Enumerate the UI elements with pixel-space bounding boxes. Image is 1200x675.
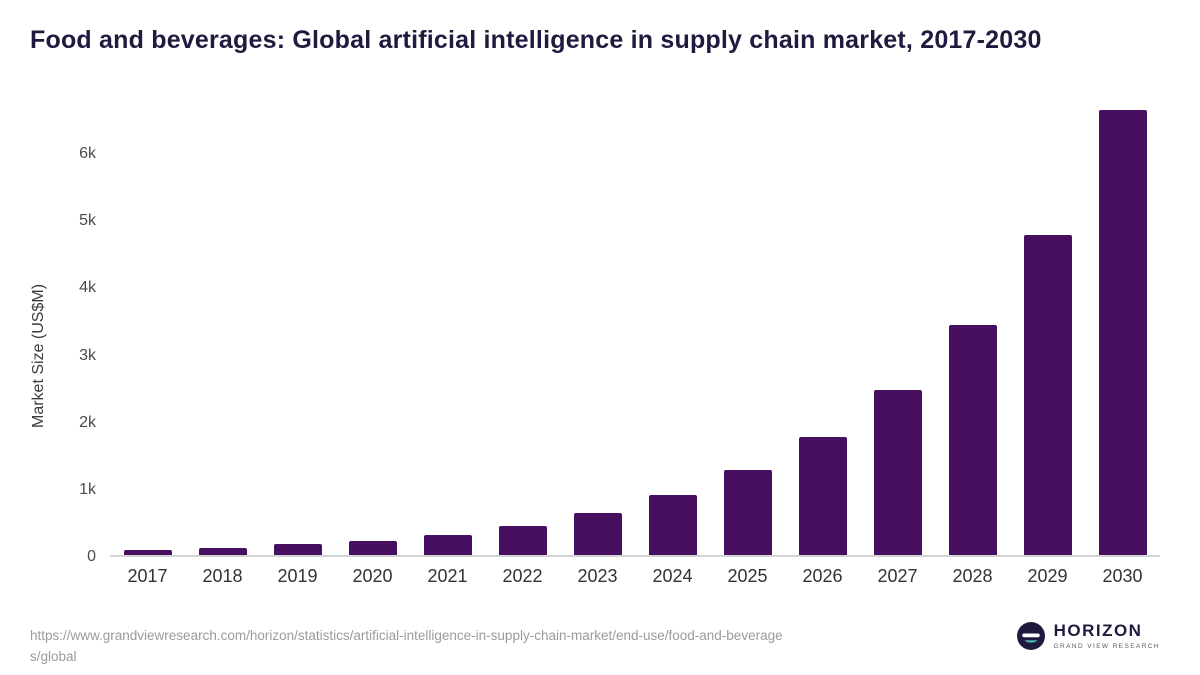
x-tick-2019: 2019 xyxy=(277,566,318,586)
bar-2019 xyxy=(273,543,322,555)
bar-2025 xyxy=(723,470,772,555)
y-tick-2k: 2k xyxy=(79,413,96,431)
bar-slot xyxy=(710,97,785,555)
y-tick-0: 0 xyxy=(87,548,96,565)
y-tick-4k: 4k xyxy=(79,279,96,297)
y-tick-1k: 1k xyxy=(79,480,96,498)
bar-slot xyxy=(635,97,710,555)
x-axis-labels: 2017 2018 2019 2020 2021 2022 2023 2024 2025 2026… xyxy=(110,566,1160,587)
bar-slot xyxy=(785,97,860,555)
x-tick-2030: 2030 xyxy=(1102,566,1143,586)
logo-wordmark: HORIZON xyxy=(1053,621,1143,641)
x-tick-2027: 2027 xyxy=(877,566,918,586)
bar-slot xyxy=(1085,97,1160,555)
x-tick-2026: 2026 xyxy=(802,566,843,586)
bar-slot xyxy=(935,97,1010,555)
bar-slot xyxy=(410,97,485,555)
bar-slot xyxy=(335,97,410,555)
logo-text: HORIZON GRAND VIEW RESEARCH xyxy=(1053,621,1160,650)
x-tick-2028: 2028 xyxy=(952,566,993,586)
x-tick-2017: 2017 xyxy=(127,566,168,586)
bar-2017 xyxy=(123,550,172,555)
source-url: https://www.grandviewresearch.com/horizo… xyxy=(30,626,783,668)
bar-slot xyxy=(1010,97,1085,555)
source-url-line-2: s/global xyxy=(30,648,77,664)
plot-area xyxy=(110,97,1160,557)
horizon-logo: HORIZON GRAND VIEW RESEARCH xyxy=(1016,621,1160,650)
x-tick-2025: 2025 xyxy=(727,566,768,586)
bar-2022 xyxy=(498,525,547,555)
bar-slot xyxy=(185,97,260,555)
bar-2026 xyxy=(798,437,847,555)
x-tick-2023: 2023 xyxy=(577,566,618,586)
chart-title: Food and beverages: Global artificial in… xyxy=(30,26,1042,54)
bar-2027 xyxy=(873,389,922,555)
bar-slot xyxy=(260,97,335,555)
y-tick-5k: 5k xyxy=(79,212,96,230)
bar-slot xyxy=(860,97,935,555)
y-tick-3k: 3k xyxy=(79,346,96,364)
x-tick-2024: 2024 xyxy=(652,566,693,586)
x-tick-2029: 2029 xyxy=(1027,566,1068,586)
y-axis-ticks: 0 1k 2k 3k 4k 5k 6k xyxy=(44,97,96,565)
bar-2029 xyxy=(1023,234,1072,555)
logo-subtitle: GRAND VIEW RESEARCH xyxy=(1053,642,1160,650)
bar-2028 xyxy=(948,325,997,555)
bar-2021 xyxy=(423,534,472,555)
x-tick-2022: 2022 xyxy=(502,566,543,586)
x-tick-2021: 2021 xyxy=(427,566,468,586)
bar-slot xyxy=(485,97,560,555)
x-tick-2018: 2018 xyxy=(202,566,243,586)
bar-slot xyxy=(560,97,635,555)
bar-slot xyxy=(110,97,185,555)
x-tick-2020: 2020 xyxy=(352,566,393,586)
bar-2024 xyxy=(648,494,697,555)
source-url-line-1: https://www.grandviewresearch.com/horizo… xyxy=(30,628,783,643)
y-tick-6k: 6k xyxy=(79,145,96,163)
bar-2020 xyxy=(348,540,397,555)
horizon-logo-icon xyxy=(1016,622,1045,650)
bar-2023 xyxy=(573,513,622,555)
bar-2030 xyxy=(1098,110,1147,555)
bar-2018 xyxy=(198,547,247,555)
